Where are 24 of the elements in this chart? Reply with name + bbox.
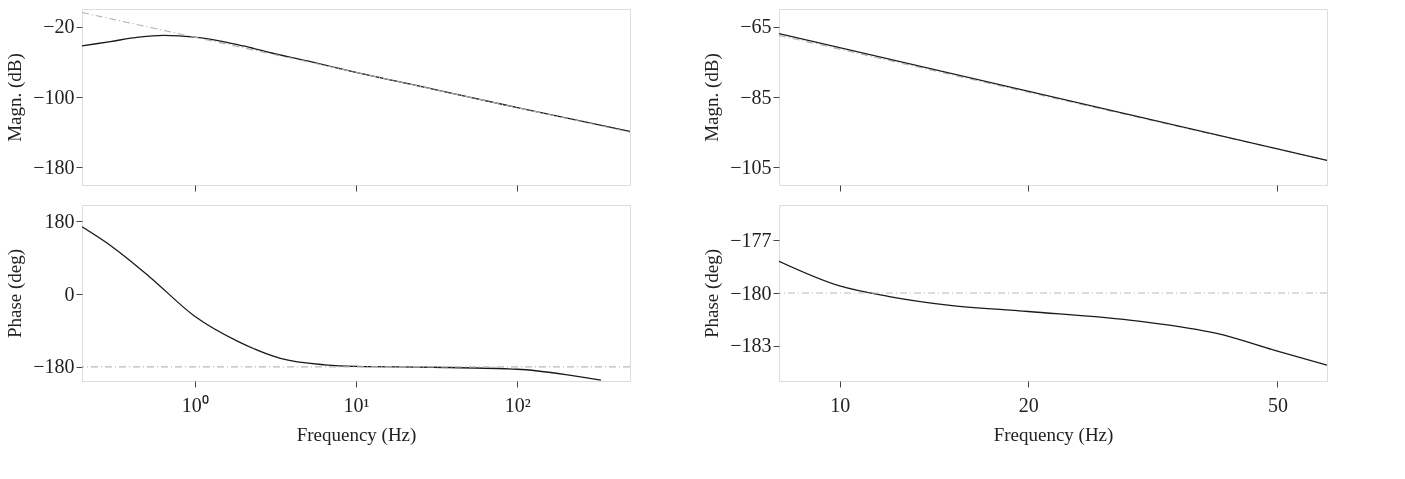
y-tick-label: −180 [33, 355, 75, 378]
y-tick-label: −105 [730, 155, 772, 178]
x-tick-label: 10¹ [343, 393, 370, 416]
x-tick-label: 10⁰ [181, 393, 209, 416]
y-tick-label: −183 [730, 334, 772, 357]
y-tick-label: −180 [33, 155, 75, 178]
y-tick-label: −85 [740, 85, 772, 108]
x-tick-label: 10² [504, 393, 531, 416]
x-tick-label: 20 [1018, 393, 1039, 416]
y-tick-label: −100 [33, 85, 75, 108]
y-tick-label: −20 [43, 15, 75, 38]
y-axis-title: Phase (deg) [4, 248, 27, 339]
x-tick-label: 10 [830, 393, 851, 416]
y-tick-label: 180 [44, 209, 75, 232]
x-axis-title: Frequency (Hz) [296, 423, 417, 446]
y-tick-label: 0 [64, 282, 75, 305]
y-axis-title: Magn. (dB) [4, 53, 27, 142]
y-axis-title: Magn. (dB) [701, 53, 724, 142]
x-tick-label: 50 [1267, 393, 1288, 416]
y-axis-title: Phase (deg) [701, 248, 724, 339]
y-tick-label: −65 [740, 15, 772, 38]
x-axis-title: Frequency (Hz) [993, 423, 1114, 446]
y-tick-label: −180 [730, 281, 772, 304]
y-tick-label: −177 [730, 228, 772, 251]
